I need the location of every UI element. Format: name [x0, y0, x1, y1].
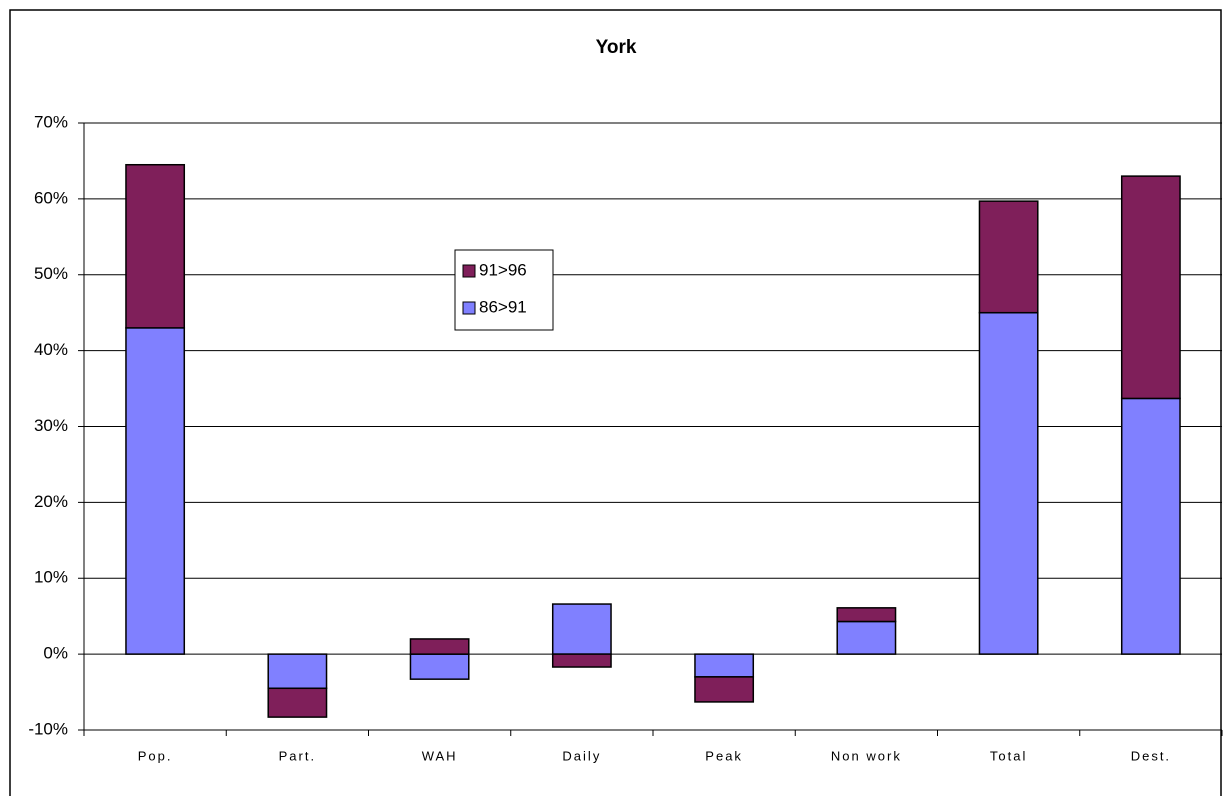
chart-border	[9, 9, 1222, 796]
bar	[836, 620, 897, 655]
y-tick-label: 20%	[34, 492, 68, 511]
bar	[125, 327, 186, 655]
legend-swatch	[462, 301, 476, 315]
bar	[267, 687, 328, 718]
bar	[409, 638, 470, 655]
x-tick-label: Total	[990, 748, 1027, 763]
y-tick-label: 40%	[34, 340, 68, 359]
legend-label: 86>91	[479, 297, 527, 316]
bar	[125, 163, 186, 329]
y-tick-label: 30%	[34, 416, 68, 435]
bar	[978, 311, 1039, 655]
bar	[694, 653, 755, 678]
x-tick-label: Daily	[562, 748, 601, 763]
x-tick-label: Peak	[705, 748, 743, 763]
bar	[267, 653, 328, 690]
x-tick-label: Dest.	[1131, 748, 1171, 763]
x-tick-label: Non work	[831, 748, 902, 763]
bar	[694, 676, 755, 703]
chart-title: York	[596, 37, 637, 58]
x-tick-label: Pop.	[138, 748, 173, 763]
y-tick-label: 10%	[34, 568, 68, 587]
y-tick-label: 70%	[34, 112, 68, 131]
y-tick-label: -10%	[28, 719, 68, 738]
y-tick-label: 0%	[43, 644, 68, 663]
bar	[1120, 175, 1181, 400]
bar	[409, 653, 470, 680]
y-tick-label: 50%	[34, 264, 68, 283]
bar	[551, 603, 612, 655]
legend-swatch	[462, 264, 476, 278]
legend-box	[454, 249, 554, 331]
legend-label: 91>96	[479, 260, 527, 279]
y-tick-label: 60%	[34, 188, 68, 207]
bar	[836, 607, 897, 623]
bar	[551, 653, 612, 668]
x-tick-label: WAH	[422, 748, 458, 763]
bar	[1120, 397, 1181, 655]
bar	[978, 200, 1039, 314]
x-tick-label: Part.	[279, 748, 316, 763]
